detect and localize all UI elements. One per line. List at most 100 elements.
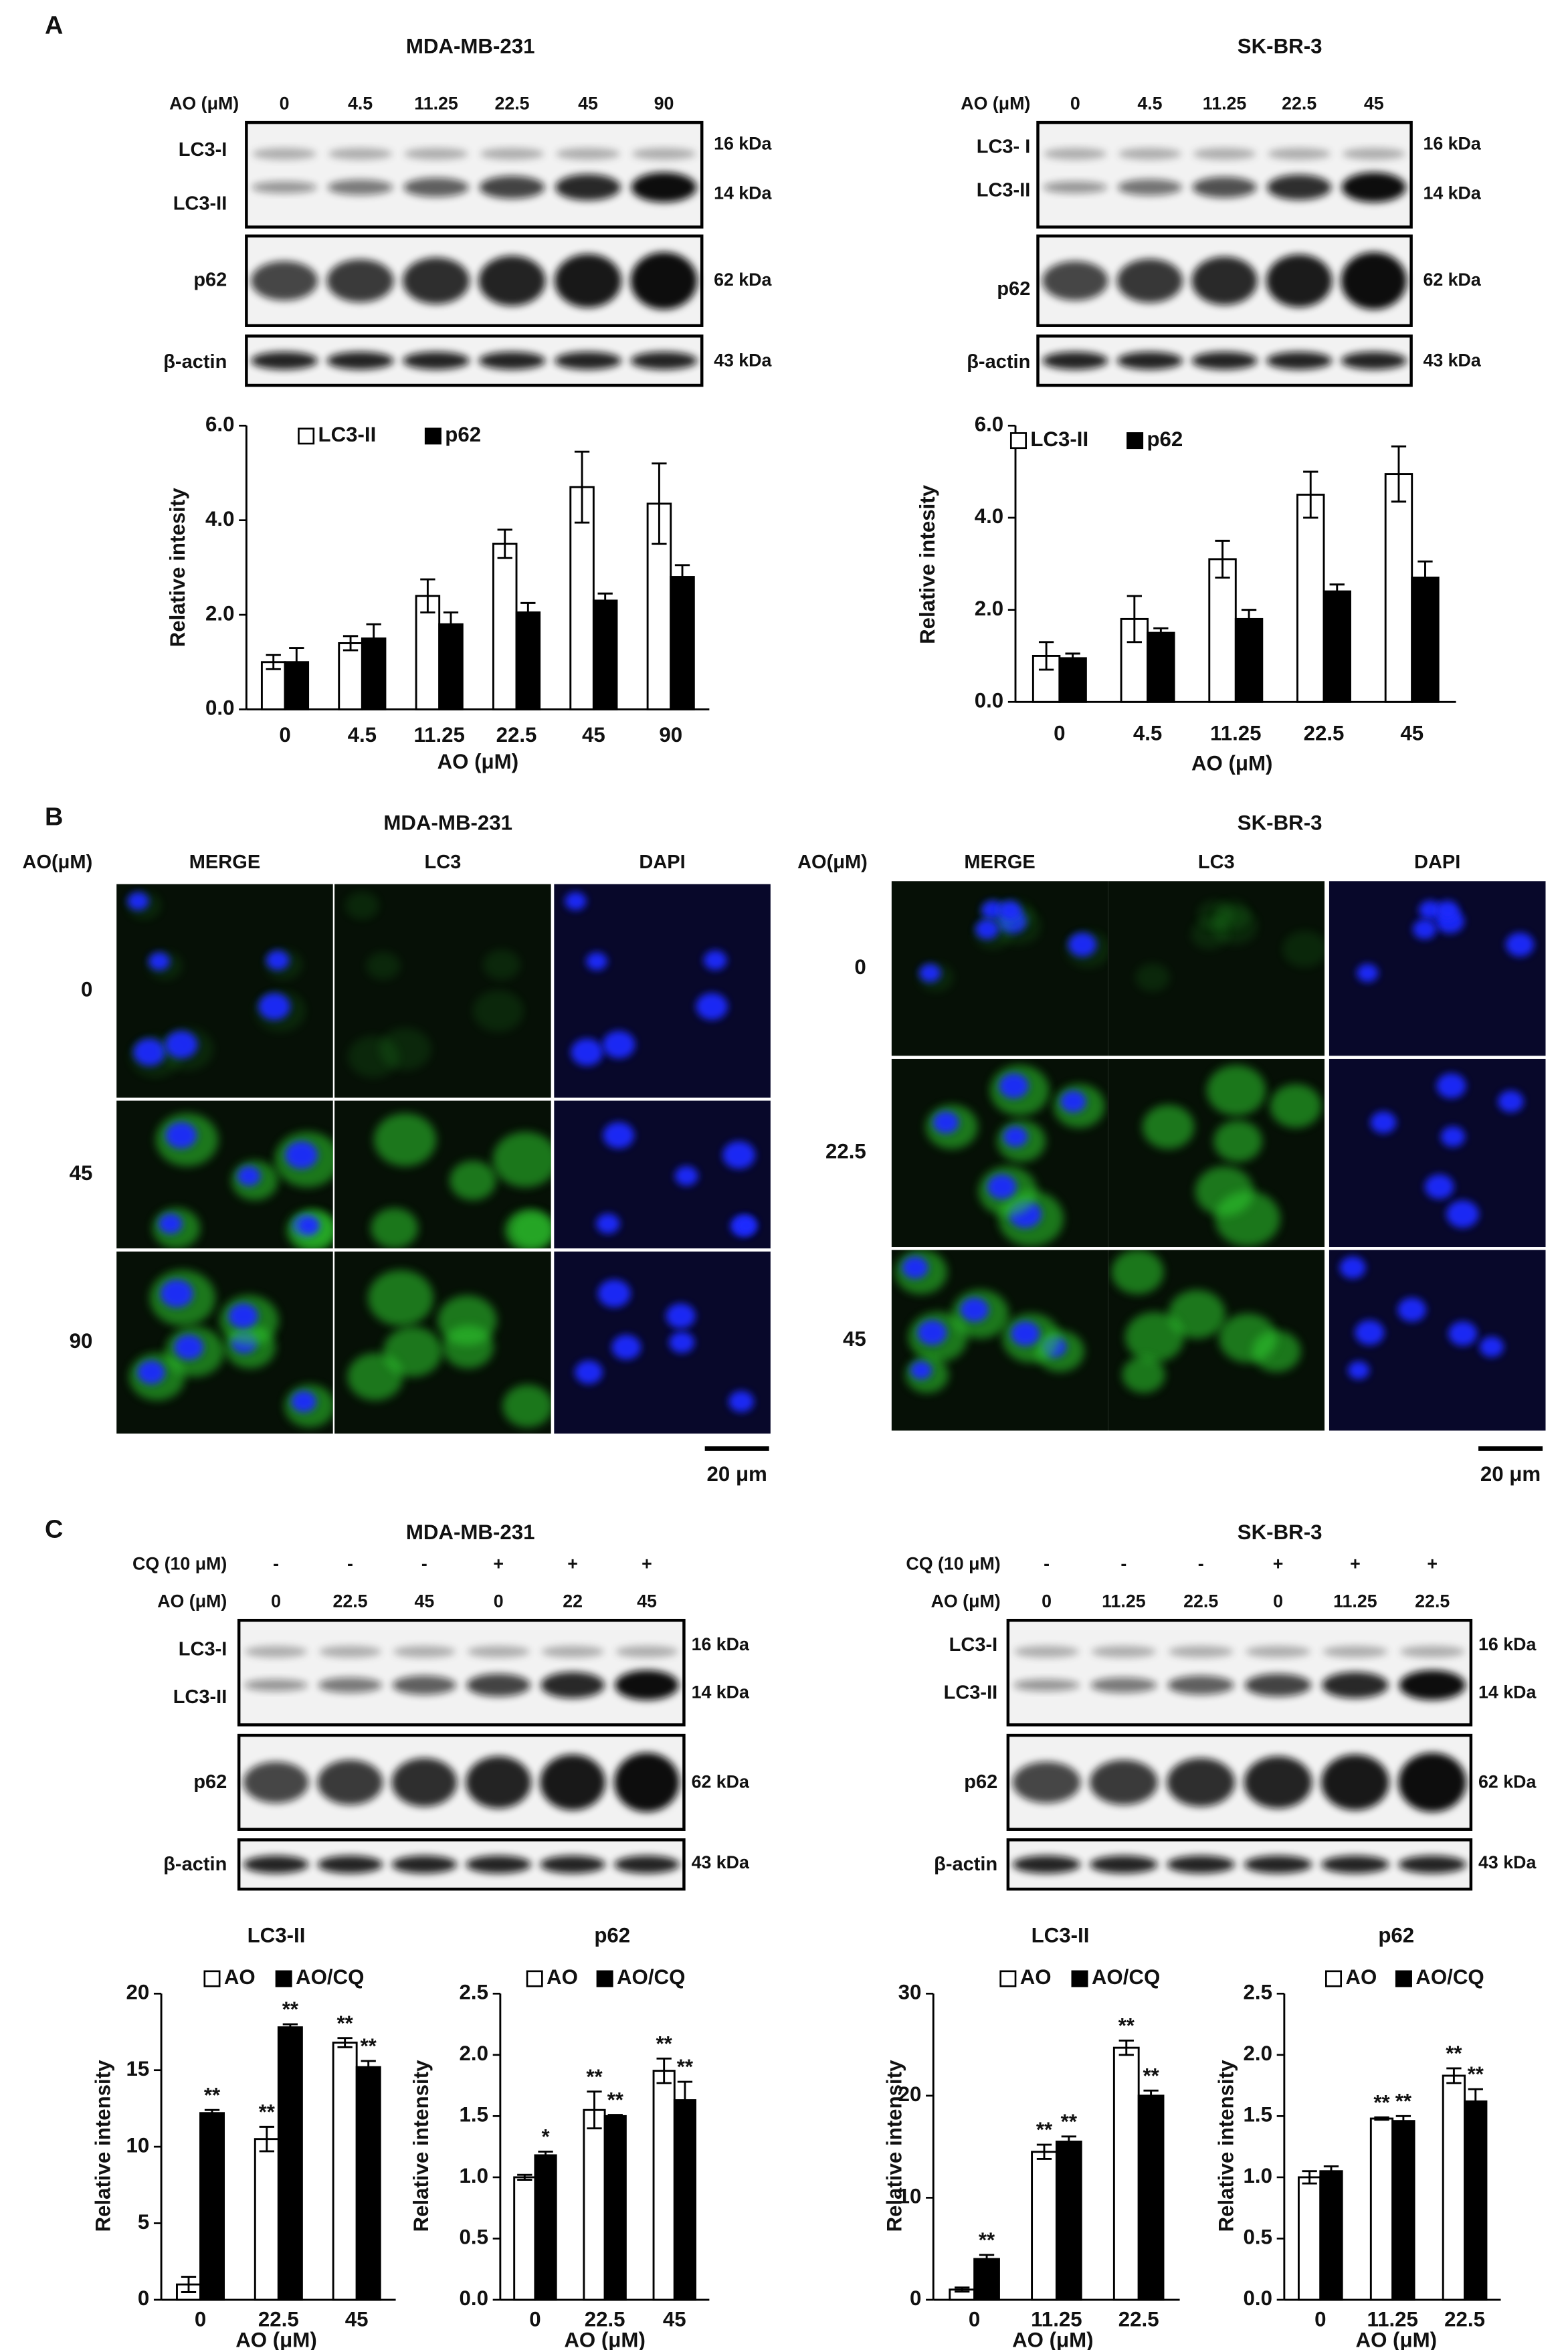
band bbox=[326, 259, 394, 302]
micrograph-content bbox=[1108, 1058, 1325, 1248]
band bbox=[391, 1855, 458, 1874]
y-tick-label: 1.5 bbox=[460, 2103, 488, 2127]
lc3-signal bbox=[379, 1027, 431, 1071]
band-label: LC3-I bbox=[949, 1634, 998, 1656]
band bbox=[318, 1677, 383, 1693]
nucleus bbox=[1370, 1111, 1397, 1134]
channel-label: MERGE bbox=[189, 852, 260, 873]
x-tick-label: 0 bbox=[1054, 722, 1065, 745]
micrograph bbox=[116, 1100, 333, 1249]
band bbox=[392, 1675, 457, 1695]
error-bar bbox=[520, 601, 536, 623]
band bbox=[479, 176, 545, 199]
band bbox=[540, 1754, 605, 1811]
dose-value: 22.5 bbox=[825, 1140, 866, 1163]
y-tick-label: 2.5 bbox=[1244, 1981, 1272, 2004]
lane-label: 4.5 bbox=[1137, 93, 1162, 113]
micrograph-content bbox=[1329, 1058, 1546, 1248]
x-tick-label: 0 bbox=[529, 2307, 541, 2331]
nucleus bbox=[1348, 1361, 1370, 1380]
y-tick-label: 0.0 bbox=[205, 696, 234, 720]
lc3-signal bbox=[1219, 1313, 1277, 1363]
kda-label: 14 kDa bbox=[692, 1682, 750, 1702]
y-tick-label: 2.5 bbox=[460, 1981, 488, 2004]
lc3-signal bbox=[1270, 1084, 1322, 1128]
lane-label: + bbox=[493, 1554, 504, 1574]
nucleus bbox=[133, 1038, 166, 1066]
legend-label: AO bbox=[1345, 1965, 1377, 1989]
band bbox=[1266, 351, 1333, 370]
lc3-signal bbox=[1135, 963, 1170, 992]
bar bbox=[534, 2154, 557, 2301]
bar bbox=[254, 2138, 280, 2301]
bar bbox=[592, 599, 618, 710]
error-bar bbox=[181, 2276, 197, 2293]
band bbox=[318, 1646, 382, 1658]
micrograph-content bbox=[1108, 881, 1325, 1056]
band bbox=[466, 1756, 532, 1809]
error-bar bbox=[979, 2254, 995, 2264]
band bbox=[556, 148, 620, 160]
lane-label: - bbox=[1198, 1554, 1204, 1574]
error-bar bbox=[1468, 2088, 1483, 2115]
dose-value: 45 bbox=[843, 1327, 866, 1351]
x-tick-label: 45 bbox=[582, 723, 605, 747]
micrograph bbox=[1108, 881, 1325, 1056]
error-bar bbox=[259, 2125, 274, 2153]
band bbox=[614, 1753, 680, 1812]
y-tick-label: 4.0 bbox=[975, 504, 1003, 528]
channel-label: LC3 bbox=[424, 852, 461, 873]
band bbox=[251, 261, 318, 301]
error-bar bbox=[1374, 2116, 1389, 2121]
kda-label: 43 kDa bbox=[714, 350, 772, 370]
band bbox=[1090, 1855, 1158, 1874]
micrograph-content bbox=[334, 884, 551, 1098]
lane-label: + bbox=[642, 1554, 652, 1574]
band bbox=[1398, 1753, 1466, 1812]
kda-label: 16 kDa bbox=[714, 134, 772, 154]
lc3-signal bbox=[511, 1211, 551, 1248]
x-tick-label: 22.5 bbox=[1444, 2307, 1485, 2331]
error-bar bbox=[1038, 641, 1054, 671]
x-tick-label: 0 bbox=[279, 723, 290, 747]
nucleus bbox=[1446, 1200, 1479, 1228]
band-label: β-actin bbox=[163, 351, 227, 373]
band bbox=[614, 1855, 680, 1874]
error-bar bbox=[342, 635, 359, 652]
lc3-signal bbox=[492, 1131, 551, 1187]
lane-label: - bbox=[1044, 1554, 1050, 1574]
band bbox=[1193, 148, 1256, 160]
x-tick-label: 0 bbox=[1314, 2307, 1326, 2331]
nucleus bbox=[960, 1297, 989, 1323]
y-tick-label: 6.0 bbox=[205, 413, 234, 436]
band bbox=[1341, 252, 1407, 310]
nucleus bbox=[1068, 933, 1097, 957]
band bbox=[327, 179, 393, 195]
x-tick-label: 22.5 bbox=[585, 2307, 625, 2331]
nucleus bbox=[228, 1303, 258, 1329]
bar bbox=[515, 611, 541, 710]
bar bbox=[1391, 2120, 1415, 2301]
band bbox=[1322, 1646, 1388, 1658]
band bbox=[403, 177, 469, 197]
significance-label: ** bbox=[1036, 2118, 1053, 2141]
error-bar bbox=[1143, 2089, 1159, 2102]
y-tick-label: 15 bbox=[126, 2057, 149, 2080]
significance-label: ** bbox=[1118, 2014, 1135, 2038]
x-axis-label: AO (μM) bbox=[1356, 2329, 1438, 2350]
lane-label: 22.5 bbox=[1415, 1591, 1450, 1611]
nucleus bbox=[669, 1331, 695, 1353]
band bbox=[1116, 258, 1183, 303]
dose-value: 45 bbox=[70, 1161, 93, 1185]
micrograph bbox=[1108, 1058, 1325, 1248]
blot-membrane bbox=[245, 234, 704, 327]
bar bbox=[1322, 590, 1351, 703]
lane-row-label: AO (μM) bbox=[157, 1591, 227, 1611]
nucleus bbox=[933, 1111, 959, 1134]
lane-label: - bbox=[273, 1554, 279, 1574]
nucleus bbox=[1060, 1090, 1086, 1112]
y-tick-label: 5 bbox=[138, 2210, 149, 2234]
nucleus bbox=[674, 1166, 698, 1186]
band bbox=[391, 1758, 458, 1807]
